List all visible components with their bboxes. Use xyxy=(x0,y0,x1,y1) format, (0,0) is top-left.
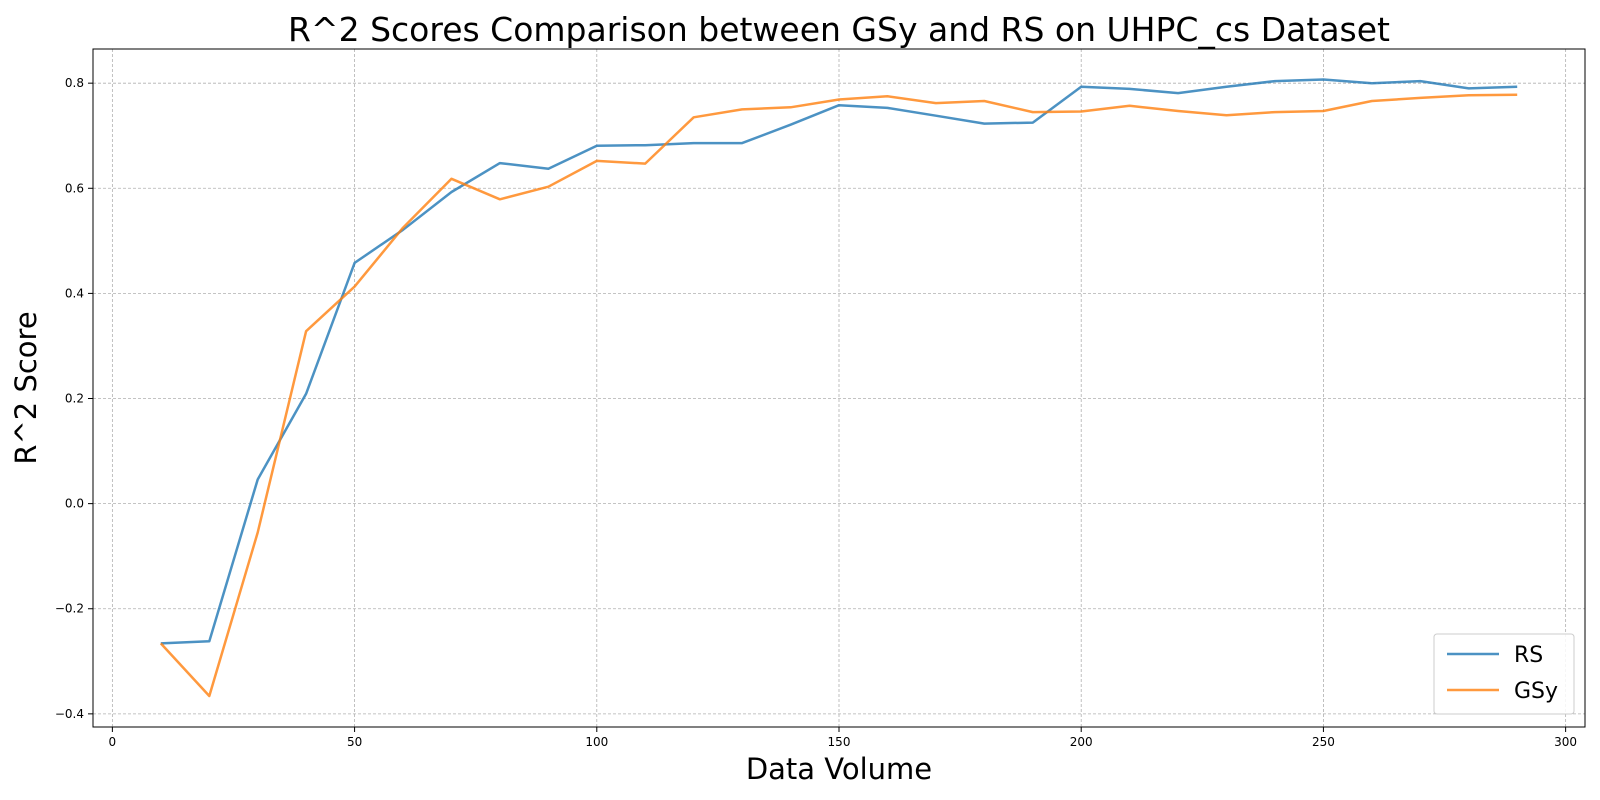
x-tick-label: 250 xyxy=(1312,735,1335,749)
series-line-gsy xyxy=(159,93,1518,698)
y-tick-label: 0.0 xyxy=(65,497,84,511)
x-tick-label: 300 xyxy=(1554,735,1577,749)
y-tick-label: −0.4 xyxy=(55,707,84,721)
x-tick-label: 50 xyxy=(347,735,362,749)
y-tick-label: 0.2 xyxy=(65,392,84,406)
y-tick-label: −0.2 xyxy=(55,602,84,616)
legend-label-rs: RS xyxy=(1514,643,1543,668)
y-tick-label: 0.6 xyxy=(65,181,84,195)
y-tick-label: 0.8 xyxy=(65,76,84,90)
series-lines xyxy=(159,78,1518,698)
y-axis-title: R^2 Score xyxy=(9,311,43,464)
series-line-rs xyxy=(160,78,1518,645)
y-tick-label: 0.4 xyxy=(65,286,84,300)
chart-title: R^2 Scores Comparison between GSy and RS… xyxy=(288,10,1390,49)
x-tick-label: 0 xyxy=(109,735,117,749)
x-tick-label: 200 xyxy=(1070,735,1093,749)
x-tick-label: 100 xyxy=(585,735,608,749)
legend-label-gsy: GSy xyxy=(1514,679,1558,704)
x-axis-title: Data Volume xyxy=(746,752,932,786)
axis-ticks: 0 50 100 150 200 250 300 −0.4 −0.2 0.0 0.2 0.4 0.6 0.… xyxy=(55,76,1577,749)
legend: RS GSy xyxy=(1433,633,1575,715)
x-tick-label: 150 xyxy=(828,735,851,749)
